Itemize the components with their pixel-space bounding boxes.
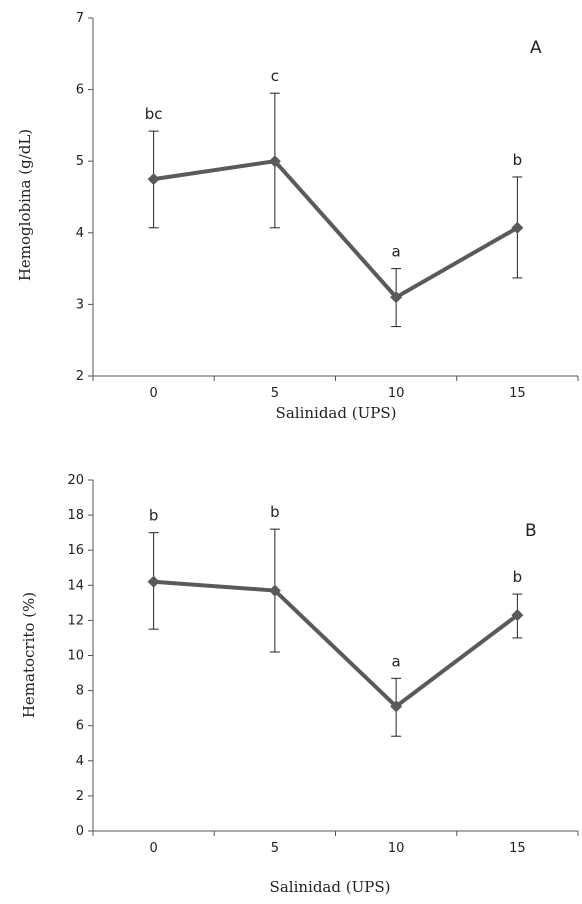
data-point (390, 700, 403, 713)
y-tick-label: 20 (67, 473, 84, 488)
x-tick-label: 10 (388, 841, 405, 856)
y-tick-label: 4 (76, 754, 84, 769)
data-point (268, 584, 281, 597)
y-tick-label: 8 (76, 684, 84, 699)
error-bars (148, 528, 523, 737)
y-tick-label: 2 (76, 789, 84, 804)
panel-label: B (525, 521, 537, 541)
data-point (147, 173, 160, 186)
x-ticks: 0 5 10 15 (92, 376, 579, 401)
significance-label: b (513, 568, 523, 586)
x-tick-label: 15 (509, 841, 526, 856)
x-ticks: 0 5 10 15 (92, 831, 579, 856)
significance-label: bc (145, 105, 163, 123)
y-tick-label: 7 (76, 11, 84, 26)
significance-label: a (392, 652, 401, 670)
y-tick-label: 6 (76, 83, 84, 98)
x-tick-label: 0 (149, 386, 157, 401)
y-axis-title: Hematocrito (%) (20, 592, 38, 718)
series-line (153, 159, 519, 300)
x-tick-label: 0 (149, 841, 157, 856)
data-point (147, 575, 160, 588)
y-tick-label: 18 (67, 508, 84, 523)
data-point (390, 291, 403, 304)
data-markers (147, 575, 524, 713)
y-tick-label: 5 (76, 154, 84, 169)
y-tick-label: 0 (76, 824, 84, 839)
error-bars (148, 92, 523, 328)
y-ticks: 2 3 4 5 6 7 (76, 11, 93, 384)
significance-labels: b b a b (149, 503, 522, 670)
y-tick-label: 6 (76, 719, 84, 734)
significance-label: b (513, 151, 523, 169)
y-axis-title: Hemoglobina (g/dL) (16, 129, 34, 281)
x-axis-title: Salinidad (UPS) (276, 404, 397, 422)
significance-label: b (270, 503, 280, 521)
series-line (153, 579, 519, 709)
y-tick-label: 12 (67, 613, 84, 628)
significance-label: b (149, 507, 159, 525)
y-ticks: 0 2 4 6 8 10 12 14 16 18 20 (67, 473, 93, 839)
y-tick-label: 10 (67, 649, 84, 664)
significance-labels: bc c a b (145, 67, 522, 260)
chart-panel-a: A Salinidad (UPS) Hemoglobina (g/dL) 2 3 4… (16, 11, 579, 422)
data-markers (147, 155, 524, 304)
data-point (268, 155, 281, 168)
x-tick-label: 15 (509, 386, 526, 401)
significance-label: c (271, 67, 279, 85)
y-tick-label: 16 (67, 543, 84, 558)
significance-label: a (392, 243, 401, 261)
y-tick-label: 4 (76, 226, 84, 241)
y-tick-label: 2 (76, 369, 84, 384)
x-tick-label: 10 (388, 386, 405, 401)
panel-label: A (530, 38, 542, 58)
chart-panel-b: B Salinidad (UPS) Hematocrito (%) 0 2 4 6 8 1… (20, 473, 579, 896)
x-axis-title: Salinidad (UPS) (270, 878, 391, 896)
data-point (511, 609, 524, 622)
y-tick-label: 3 (76, 297, 84, 312)
x-tick-label: 5 (271, 386, 279, 401)
x-tick-label: 5 (271, 841, 279, 856)
data-point (511, 221, 524, 234)
y-tick-label: 14 (67, 578, 84, 593)
